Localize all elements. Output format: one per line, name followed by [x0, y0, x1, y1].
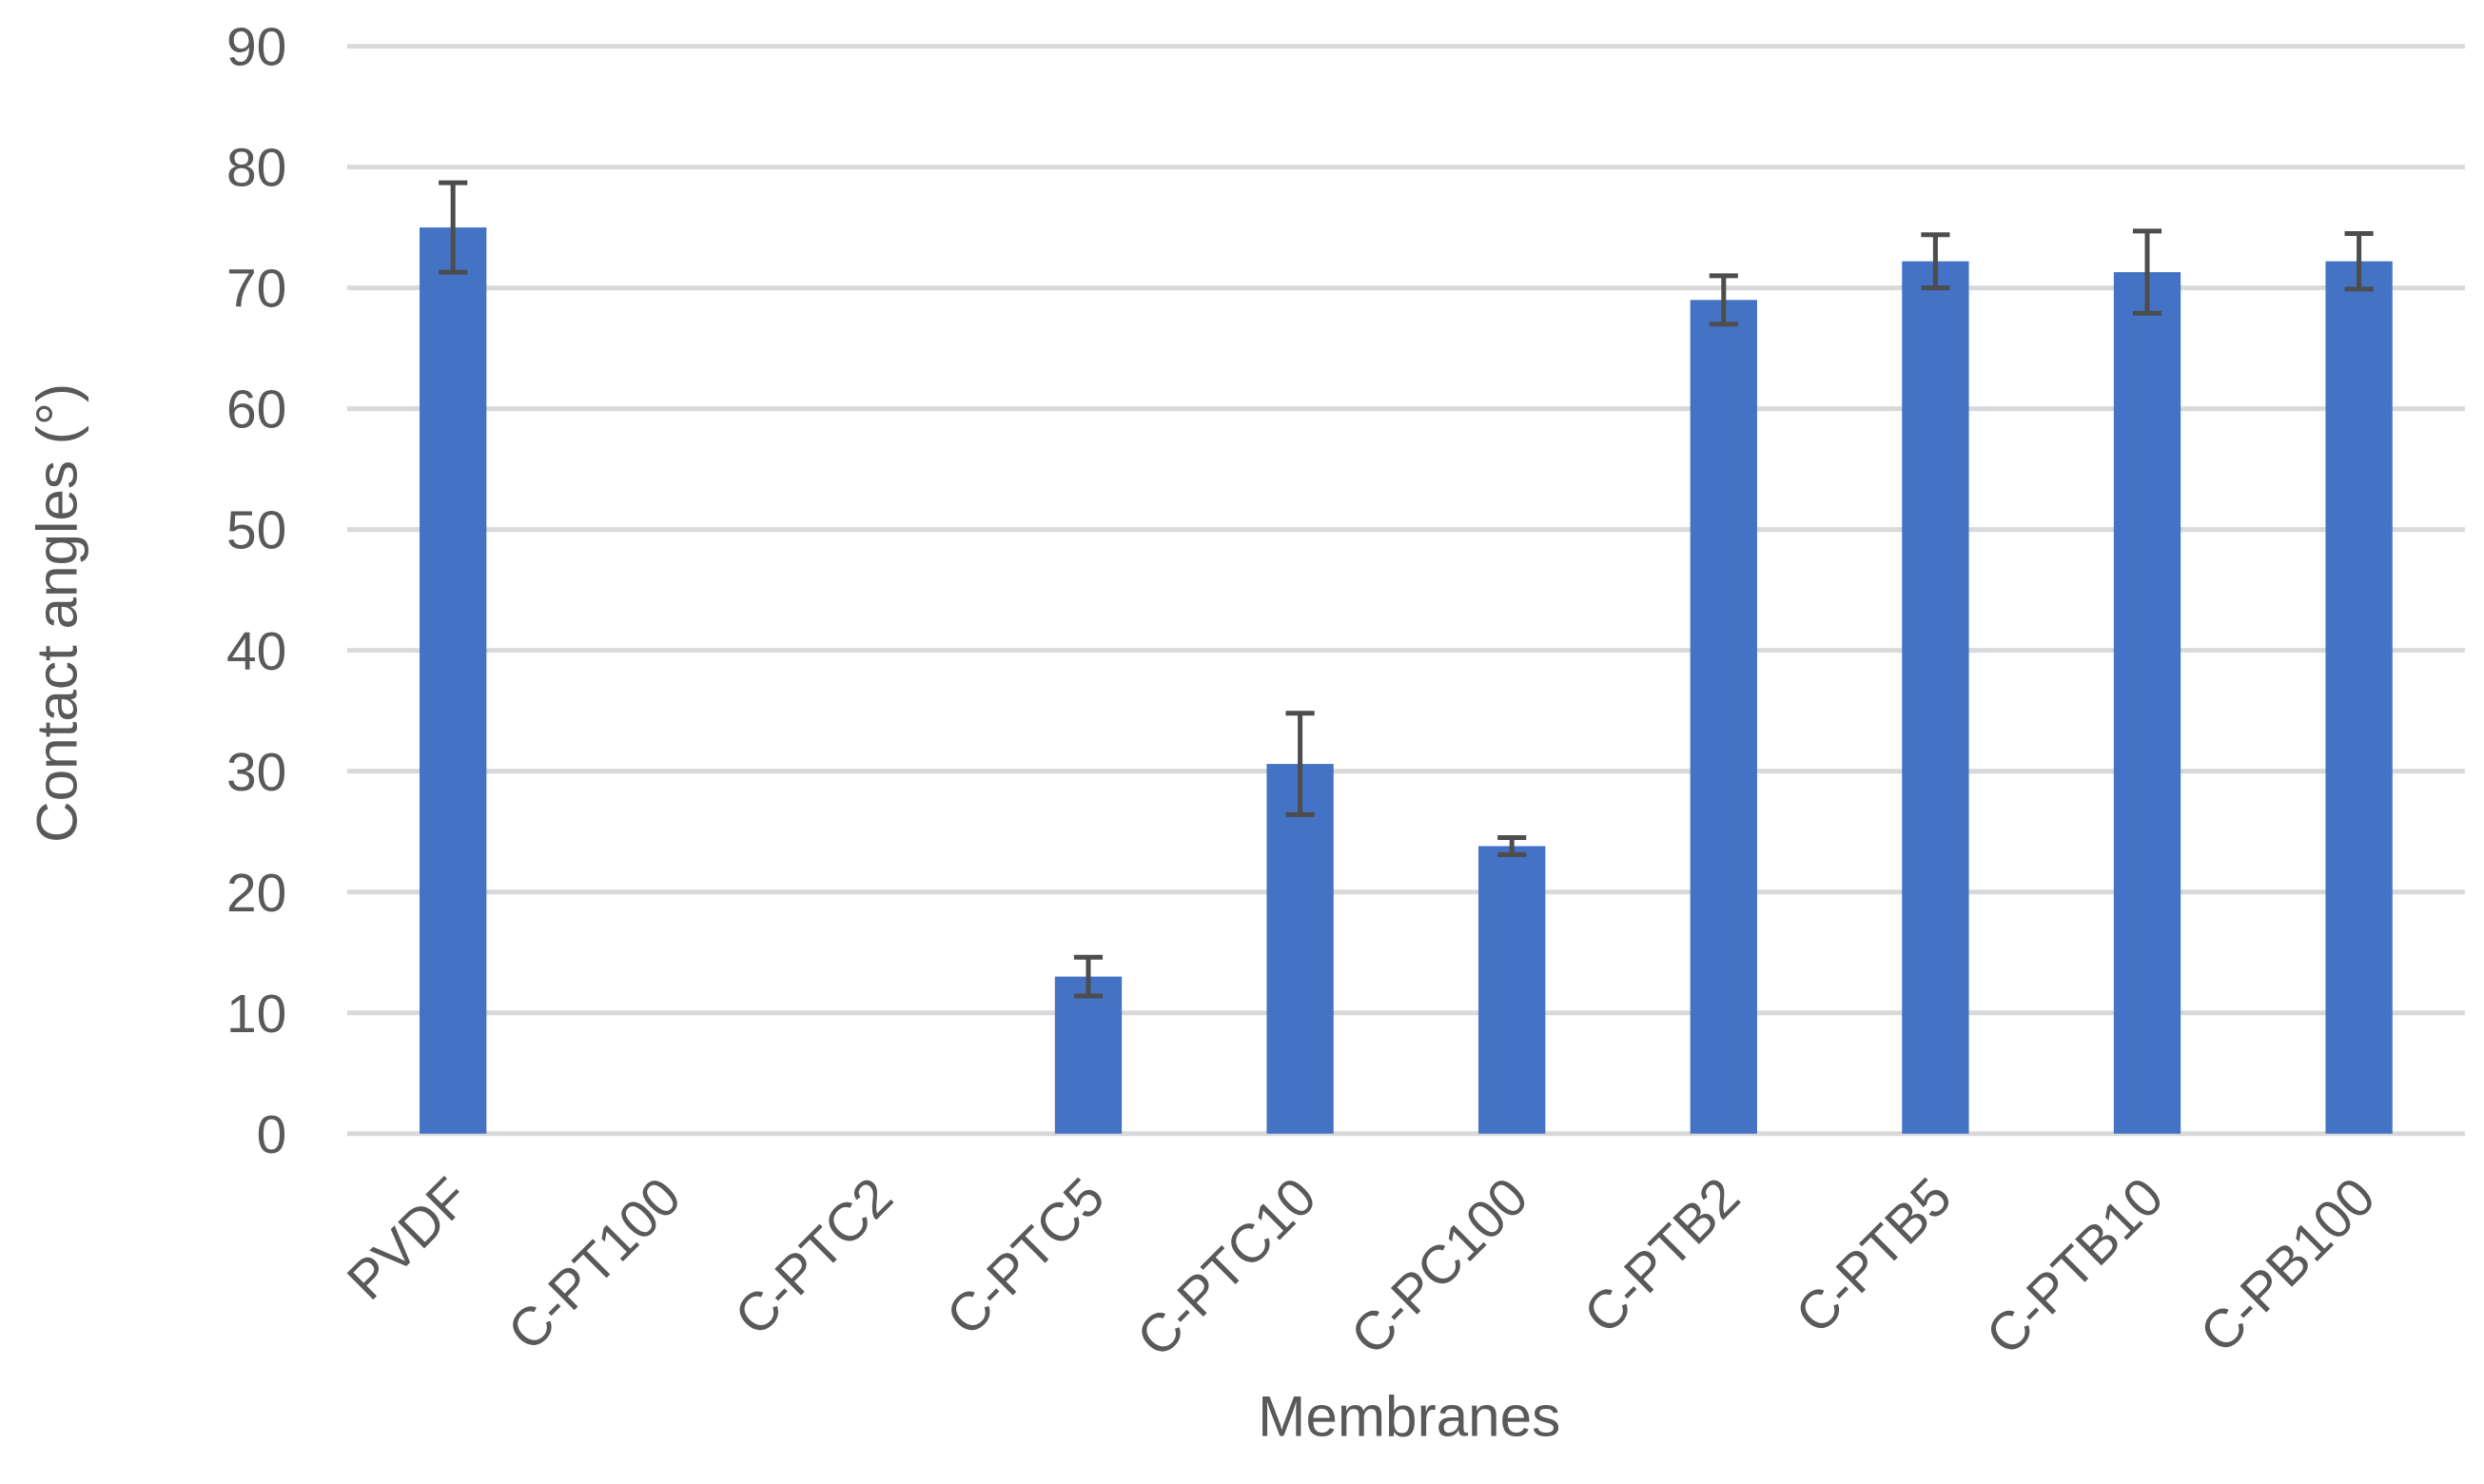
- y-tick-label: 70: [226, 259, 286, 320]
- x-tick-label: C-PT100: [497, 1166, 693, 1362]
- bar: [420, 227, 487, 1134]
- y-tick-label: 60: [226, 380, 286, 440]
- x-tick-label: C-PTC10: [1125, 1166, 1328, 1369]
- x-tick-label: C-PTB5: [1784, 1166, 1963, 1345]
- x-tick-label: C-PTC5: [935, 1166, 1117, 1348]
- x-tick-label: C-PTB2: [1573, 1166, 1751, 1345]
- y-tick-label: 90: [226, 17, 286, 78]
- bar: [1478, 846, 1546, 1134]
- bar: [1266, 764, 1334, 1134]
- x-tick-label: C-PTC2: [723, 1166, 905, 1348]
- x-tick-label: C-PTB10: [1975, 1166, 2176, 1367]
- bar: [2113, 272, 2181, 1134]
- y-tick-label: 20: [226, 863, 286, 924]
- bar: [1902, 261, 1969, 1134]
- y-tick-label: 40: [226, 621, 286, 682]
- y-tick-label: 50: [226, 500, 286, 561]
- y-tick-label: 10: [226, 984, 286, 1045]
- x-tick-label: C-PB100: [2188, 1166, 2386, 1364]
- x-tick-label: PVDF: [336, 1166, 481, 1312]
- bar: [1690, 300, 1757, 1134]
- y-tick-label: 0: [257, 1104, 287, 1165]
- x-tick-label: C-PC100: [1340, 1166, 1540, 1367]
- y-axis-title: Contact angles (°): [24, 383, 88, 843]
- bar: [1054, 976, 1123, 1134]
- x-axis-title: Membranes: [1258, 1384, 1560, 1449]
- y-tick-label: 80: [226, 138, 286, 199]
- bar: [2325, 261, 2393, 1134]
- y-tick-label: 30: [226, 742, 286, 803]
